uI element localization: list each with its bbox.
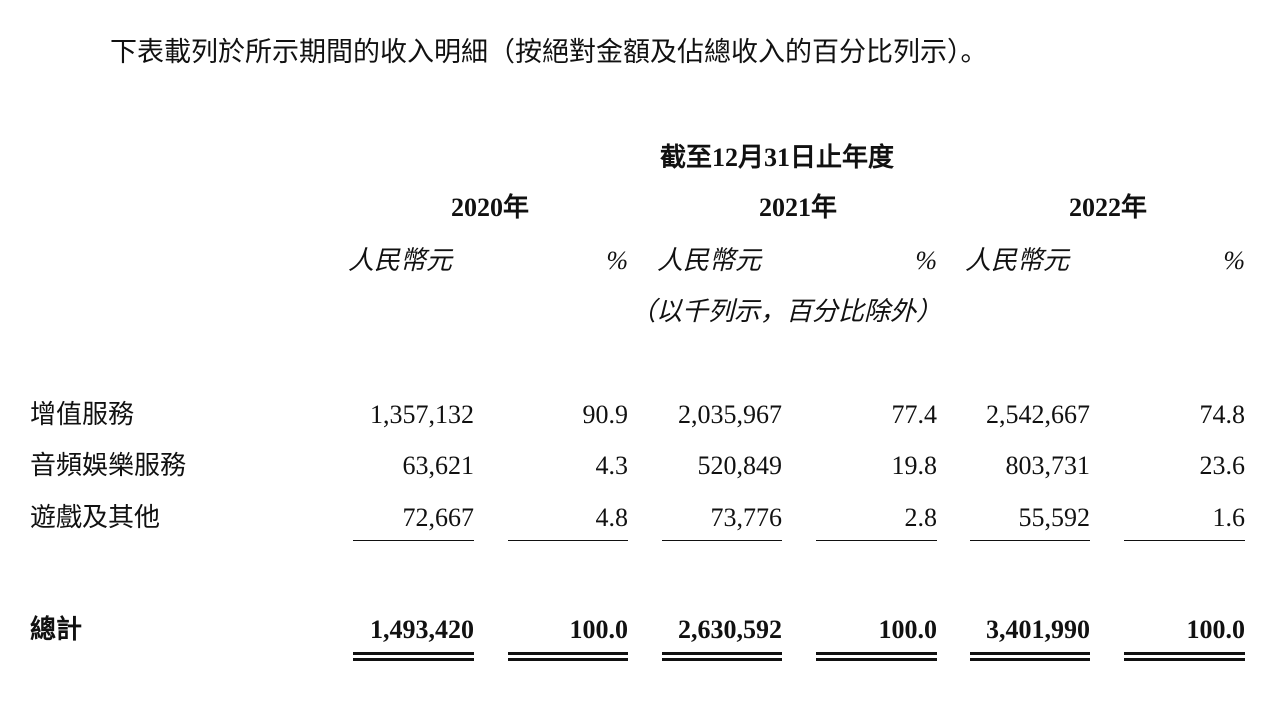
subtotal-rule <box>816 540 937 541</box>
table-cell: 4.3 <box>595 451 629 480</box>
subtotal-rule <box>970 540 1090 541</box>
table-cell: 23.6 <box>1199 451 1246 480</box>
unit-pct-header: % <box>1223 246 1245 275</box>
total-double-rule <box>816 652 937 661</box>
subtotal-rule <box>508 540 628 541</box>
total-cell: 2,630,592 <box>678 615 782 644</box>
subtotal-rule <box>1124 540 1245 541</box>
unit-pct-header: % <box>606 246 628 275</box>
total-double-rule <box>1124 652 1245 661</box>
row-label: 遊戲及其他 <box>30 503 161 532</box>
table-cell: 55,592 <box>1018 503 1091 532</box>
period-header: 截至12月31日止年度 <box>660 143 895 172</box>
unit-rmb-header: 人民幣元 <box>348 246 453 275</box>
table-cell: 72,667 <box>402 503 475 532</box>
table-cell: 2,035,967 <box>678 400 782 429</box>
table-cell: 2.8 <box>904 503 938 532</box>
total-double-rule <box>970 652 1090 661</box>
total-cell: 1,493,420 <box>370 615 474 644</box>
intro-text: 下表載列於所示期間的收入明細（按絕對金額及佔總收入的百分比列示）。 <box>110 37 988 67</box>
total-cell: 100.0 <box>569 615 629 644</box>
table-cell: 90.9 <box>582 400 629 429</box>
total-double-rule <box>662 652 782 661</box>
year-header: 2021年 <box>758 193 837 222</box>
table-cell: 4.8 <box>595 503 629 532</box>
row-label: 增值服務 <box>30 400 135 429</box>
table-cell: 2,542,667 <box>986 400 1090 429</box>
total-cell: 100.0 <box>1186 615 1246 644</box>
unit-pct-header: % <box>915 246 937 275</box>
total-cell: 3,401,990 <box>986 615 1090 644</box>
year-header: 2020年 <box>450 193 529 222</box>
table-cell: 520,849 <box>697 451 783 480</box>
table-cell: 63,621 <box>402 451 475 480</box>
table-cell: 803,731 <box>1005 451 1091 480</box>
total-double-rule <box>508 652 628 661</box>
subtotal-rule <box>662 540 782 541</box>
table-cell: 1.6 <box>1212 503 1246 532</box>
table-cell: 19.8 <box>891 451 938 480</box>
year-header: 2022年 <box>1068 193 1147 222</box>
total-double-rule <box>353 652 474 661</box>
table-cell: 1,357,132 <box>370 400 474 429</box>
unit-rmb-header: 人民幣元 <box>657 246 762 275</box>
total-label: 總計 <box>30 615 83 644</box>
row-label: 音頻娛樂服務 <box>30 451 187 480</box>
subtotal-rule <box>353 540 474 541</box>
table-cell: 73,776 <box>710 503 783 532</box>
table-cell: 74.8 <box>1199 400 1246 429</box>
unit-note: （以千列示，百分比除外） <box>630 297 943 326</box>
unit-rmb-header: 人民幣元 <box>965 246 1070 275</box>
table-cell: 77.4 <box>891 400 938 429</box>
total-cell: 100.0 <box>878 615 938 644</box>
